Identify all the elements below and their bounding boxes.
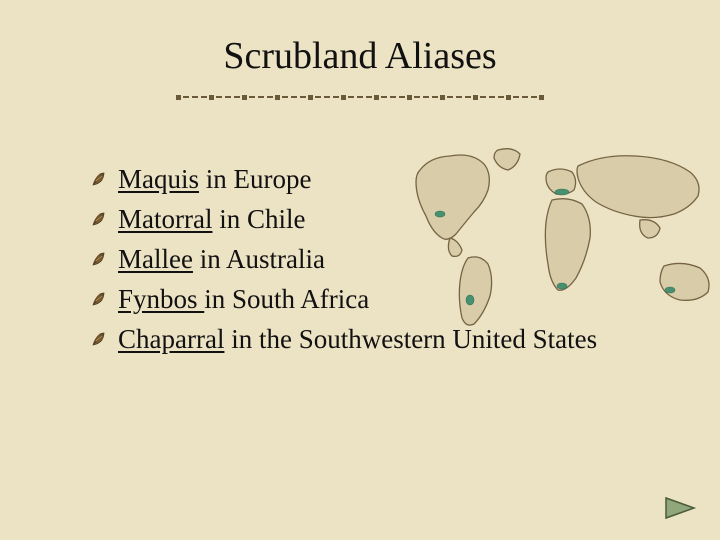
divider-square: [506, 95, 511, 100]
divider-square: [440, 95, 445, 100]
divider-dash: [480, 96, 504, 98]
divider-square: [473, 95, 478, 100]
slide-title: Scrubland Aliases: [40, 34, 680, 78]
divider-square: [341, 95, 346, 100]
divider-dash: [249, 96, 273, 98]
title-divider: [30, 92, 690, 102]
divider-square: [275, 95, 280, 100]
item-rest: in Australia: [193, 244, 325, 274]
divider-dash: [216, 96, 240, 98]
content-area: Maquis in EuropeMatorral in ChileMallee …: [92, 160, 680, 360]
item-rest: in the Southwestern United States: [224, 324, 597, 354]
next-arrow-icon[interactable]: [664, 494, 698, 522]
item-term: Mallee: [118, 244, 193, 274]
divider-dash: [282, 96, 306, 98]
divider-square: [242, 95, 247, 100]
list-item: Matorral in Chile: [92, 200, 680, 240]
divider-dash: [315, 96, 339, 98]
list-item: Maquis in Europe: [92, 160, 680, 200]
list-item: Chaparral in the Southwestern United Sta…: [92, 320, 680, 360]
divider-dash: [348, 96, 372, 98]
item-term: Fynbos: [118, 284, 204, 314]
divider-square: [539, 95, 544, 100]
divider-dash: [183, 96, 207, 98]
item-term: Chaparral: [118, 324, 224, 354]
list-item: Fynbos in South Africa: [92, 280, 680, 320]
feather-bullet-icon: [92, 172, 106, 186]
feather-bullet-icon: [92, 332, 106, 346]
divider-square: [308, 95, 313, 100]
item-rest: in Chile: [212, 204, 305, 234]
item-rest: in South Africa: [204, 284, 369, 314]
divider-square: [374, 95, 379, 100]
list-item: Mallee in Australia: [92, 240, 680, 280]
divider-square: [209, 95, 214, 100]
aliases-list: Maquis in EuropeMatorral in ChileMallee …: [92, 160, 680, 360]
divider-dash: [447, 96, 471, 98]
divider-square: [176, 95, 181, 100]
item-term: Matorral: [118, 204, 212, 234]
divider-dash: [414, 96, 438, 98]
divider-square: [407, 95, 412, 100]
item-rest: in Europe: [199, 164, 311, 194]
item-term: Maquis: [118, 164, 199, 194]
slide: Scrubland Aliases: [0, 0, 720, 540]
divider-dash: [513, 96, 537, 98]
feather-bullet-icon: [92, 292, 106, 306]
feather-bullet-icon: [92, 212, 106, 226]
feather-bullet-icon: [92, 252, 106, 266]
divider-dash: [381, 96, 405, 98]
